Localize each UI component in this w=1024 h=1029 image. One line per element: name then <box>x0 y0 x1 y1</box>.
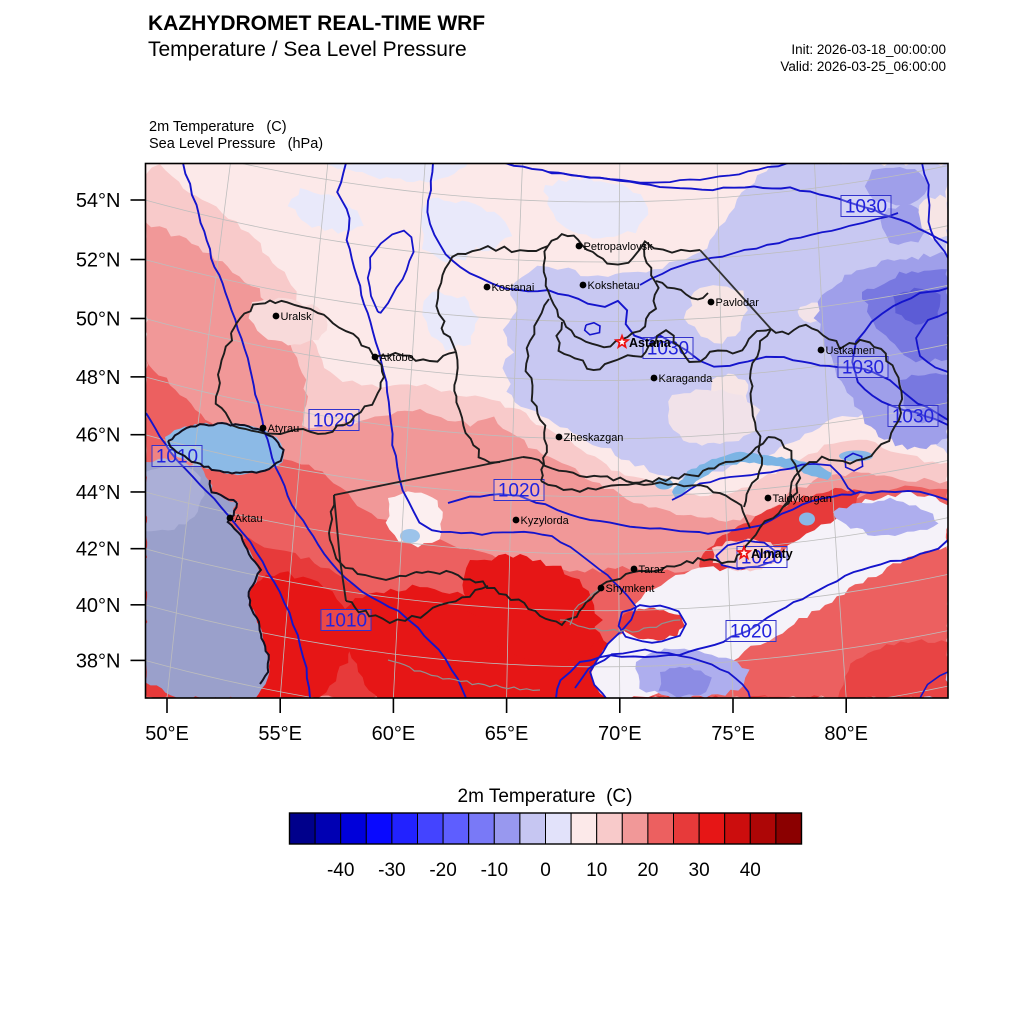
svg-text:50°E: 50°E <box>145 723 189 745</box>
svg-text:1030: 1030 <box>845 197 887 218</box>
svg-text:Shymkent: Shymkent <box>606 583 655 595</box>
svg-text:1020: 1020 <box>741 548 783 569</box>
svg-text:80°E: 80°E <box>824 723 868 745</box>
svg-text:1030: 1030 <box>647 339 689 360</box>
svg-text:Kyzylorda: Kyzylorda <box>521 515 570 527</box>
svg-text:55°E: 55°E <box>258 723 302 745</box>
svg-text:Sea Level Pressure (hPa): Sea Level Pressure (hPa) <box>149 136 323 152</box>
svg-text:Kokshetau: Kokshetau <box>588 280 640 292</box>
svg-text:60°E: 60°E <box>372 723 416 745</box>
svg-text:70°E: 70°E <box>598 723 642 745</box>
svg-text:10: 10 <box>586 860 607 881</box>
svg-text:KAZHYDROMET REAL-TIME WRF: KAZHYDROMET REAL-TIME WRF <box>148 12 485 35</box>
svg-text:52°N: 52°N <box>76 250 121 272</box>
svg-text:30: 30 <box>689 860 710 881</box>
svg-text:44°N: 44°N <box>76 482 121 504</box>
svg-text:Aktau: Aktau <box>235 513 263 525</box>
svg-text:Kostanai: Kostanai <box>492 282 535 294</box>
svg-text:Ustkamen: Ustkamen <box>826 345 876 357</box>
svg-text:54°N: 54°N <box>76 190 121 212</box>
svg-text:1010: 1010 <box>156 447 198 468</box>
svg-text:1020: 1020 <box>313 411 355 432</box>
svg-text:1020: 1020 <box>498 481 540 502</box>
svg-text:Init: 2026-03-18_00:00:00: Init: 2026-03-18_00:00:00 <box>791 42 946 57</box>
svg-text:Taldykorgan: Taldykorgan <box>773 493 832 505</box>
svg-text:1020: 1020 <box>730 622 772 643</box>
svg-text:Atyrau: Atyrau <box>268 423 300 435</box>
svg-text:Zheskazgan: Zheskazgan <box>564 432 624 444</box>
svg-text:Almaty: Almaty <box>751 547 793 561</box>
svg-text:2m Temperature (C): 2m Temperature (C) <box>458 786 633 807</box>
svg-text:2m Temperature (C): 2m Temperature (C) <box>149 119 287 135</box>
svg-text:0: 0 <box>540 860 551 881</box>
svg-text:42°N: 42°N <box>76 539 121 561</box>
svg-text:Karaganda: Karaganda <box>659 373 714 385</box>
svg-text:1010: 1010 <box>325 611 367 632</box>
svg-text:20: 20 <box>637 860 658 881</box>
svg-text:40: 40 <box>740 860 761 881</box>
svg-text:1030: 1030 <box>892 407 934 428</box>
svg-text:-20: -20 <box>429 860 456 881</box>
svg-text:Aktobe: Aktobe <box>380 352 414 364</box>
svg-text:-30: -30 <box>378 860 405 881</box>
svg-text:Temperature / Sea Level Pressu: Temperature / Sea Level Pressure <box>148 38 467 61</box>
svg-text:Taraz: Taraz <box>639 564 666 576</box>
svg-text:-40: -40 <box>327 860 354 881</box>
svg-text:50°N: 50°N <box>76 308 121 330</box>
svg-text:48°N: 48°N <box>76 367 121 389</box>
svg-text:-10: -10 <box>481 860 508 881</box>
svg-text:Astana: Astana <box>629 336 672 350</box>
svg-text:Petropavlovsk: Petropavlovsk <box>584 241 654 253</box>
svg-text:1030: 1030 <box>842 358 884 379</box>
svg-text:Pavlodar: Pavlodar <box>716 297 760 309</box>
svg-text:38°N: 38°N <box>76 650 121 672</box>
svg-text:75°E: 75°E <box>711 723 755 745</box>
svg-text:Uralsk: Uralsk <box>281 311 313 323</box>
svg-text:40°N: 40°N <box>76 595 121 617</box>
svg-text:Valid: 2026-03-25_06:00:00: Valid: 2026-03-25_06:00:00 <box>780 59 946 74</box>
svg-text:46°N: 46°N <box>76 425 121 447</box>
svg-text:65°E: 65°E <box>485 723 529 745</box>
